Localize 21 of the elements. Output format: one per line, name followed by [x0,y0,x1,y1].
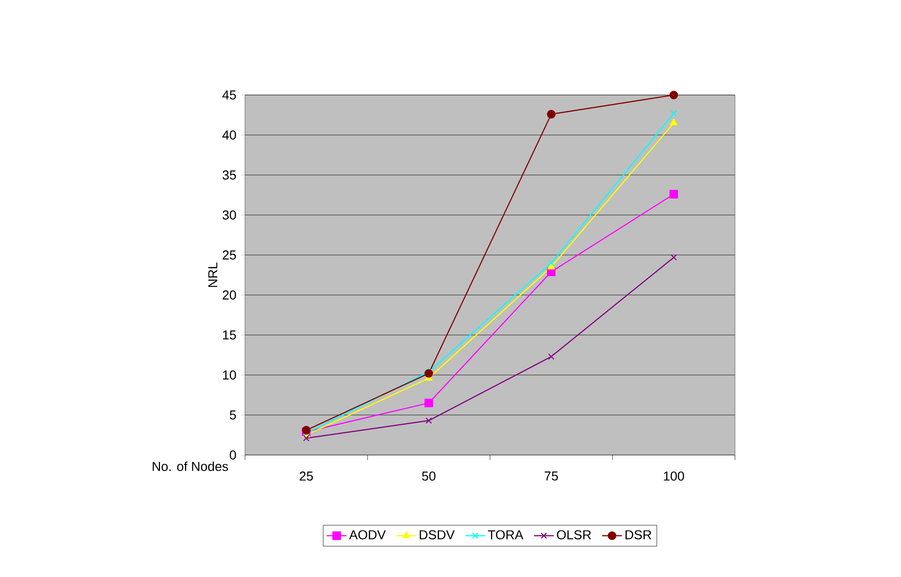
legend-label: DSDV [420,530,455,540]
y-tick-label: 45 [222,90,236,100]
x-axis-title: No. of Nodes [152,462,228,472]
legend-label: OLSR [556,530,591,540]
y-tick-label: 20 [222,290,236,300]
y-tick-label: 35 [222,170,236,180]
y-tick-label: 40 [222,130,236,140]
x-tick-label: 50 [422,472,436,481]
legend-label: AODV [349,530,386,540]
legend-label: DSR [626,530,652,540]
y-axis-title: NRL [208,262,218,287]
y-tick-label: 5 [230,410,236,420]
y-tick-label: 15 [223,330,236,340]
y-tick-label: 30 [222,210,236,220]
x-tick-label: 100 [664,472,684,481]
y-tick-label: 0 [230,450,236,460]
x-tick-label: 75 [544,472,558,481]
x-tick-label: 25 [300,472,313,481]
y-tick-label: 25 [222,250,236,260]
legend-label: TORA [488,530,524,540]
y-tick-label: 10 [223,370,236,380]
